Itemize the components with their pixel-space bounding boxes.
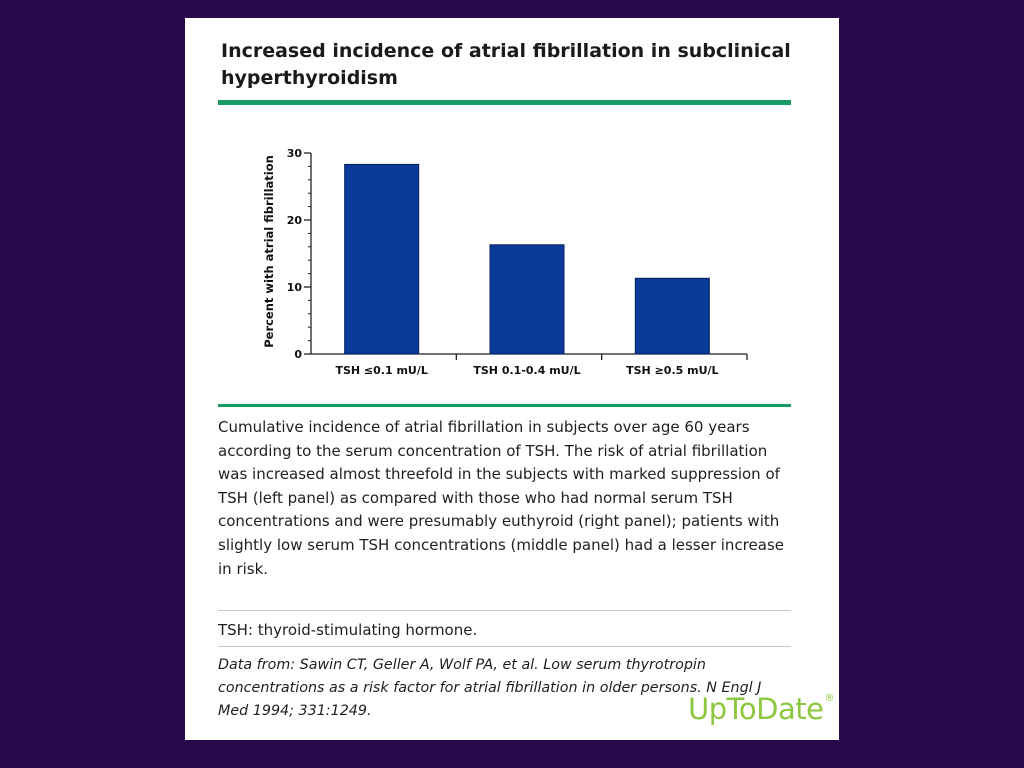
x-tick-label: TSH ≤0.1 mU/L [335,364,427,377]
y-axis-label: Percent with atrial fibrillation [262,155,276,348]
y-tick-label: 30 [287,147,303,160]
bar-chart: 0 10 20 30 Percent with atrial fibrillation T… [262,147,748,377]
logo-text: UpToDate [688,692,824,726]
source-citation: Data from: Sawin CT, Geller A, Wolf PA, … [218,657,762,719]
bar [634,277,710,355]
bar [344,163,420,355]
x-tick-label: TSH 0.1-0.4 mU/L [473,364,580,377]
registered-mark: ® [824,693,834,704]
bar [489,244,565,355]
y-tick-label: 0 [294,348,302,361]
caption-divider [218,610,791,611]
title-divider [218,100,791,105]
chart-divider [218,404,791,407]
uptodate-logo: UpToDate® [688,692,834,726]
abbreviation-note: TSH: thyroid-stimulating hormone. [218,621,478,639]
figure-title: Increased incidence of atrial fibrillati… [221,40,791,89]
y-tick-label: 10 [287,281,303,294]
abbreviation-divider [218,646,791,647]
figure-caption: Cumulative incidence of atrial fibrillat… [218,418,784,578]
figure-card: Increased incidence of atrial fibrillati… [185,18,839,740]
y-tick-label: 20 [287,214,303,227]
x-tick-label: TSH ≥0.5 mU/L [626,364,718,377]
